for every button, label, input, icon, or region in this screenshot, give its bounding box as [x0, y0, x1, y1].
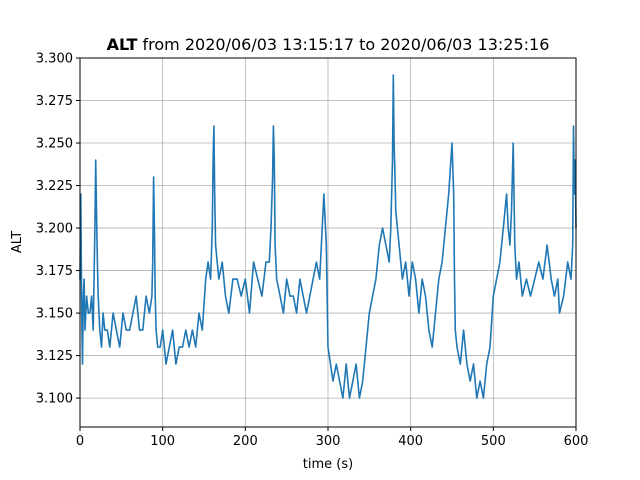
y-axis-label: ALT [10, 231, 25, 253]
series-line [79, 74, 577, 399]
ticks-layer: 0 100 200 300 400 500 600 3.100 3.125 3.150 3.175 3… [36, 52, 589, 450]
chart-title-rest: from 2020/06/03 13:15:17 to 2020/06/03 1… [137, 35, 549, 54]
x-tick-label: 200 [233, 434, 258, 449]
y-tick-label: 3.175 [36, 264, 73, 279]
x-tick-label: 400 [398, 434, 423, 449]
x-tick-label: 600 [564, 434, 589, 449]
x-tick-label: 300 [316, 434, 341, 449]
y-tick-label: 3.100 [36, 392, 73, 407]
y-tick-label: 3.200 [36, 222, 73, 237]
chart-title-bold: ALT [107, 35, 138, 54]
x-axis-label: time (s) [303, 457, 353, 472]
chart-title: ALT from 2020/06/03 13:15:17 to 2020/06/… [107, 35, 550, 54]
y-tick-label: 3.125 [36, 349, 73, 364]
y-tick-label: 3.300 [36, 52, 73, 67]
grid-layer [79, 57, 577, 427]
series-layer [79, 74, 577, 399]
x-tick-label: 0 [76, 434, 84, 449]
y-tick-label: 3.275 [36, 94, 73, 109]
x-tick-label: 100 [150, 434, 175, 449]
y-tick-label: 3.225 [36, 179, 73, 194]
y-tick-label: 3.250 [36, 137, 73, 152]
y-tick-label: 3.150 [36, 307, 73, 322]
x-tick-label: 500 [481, 434, 506, 449]
